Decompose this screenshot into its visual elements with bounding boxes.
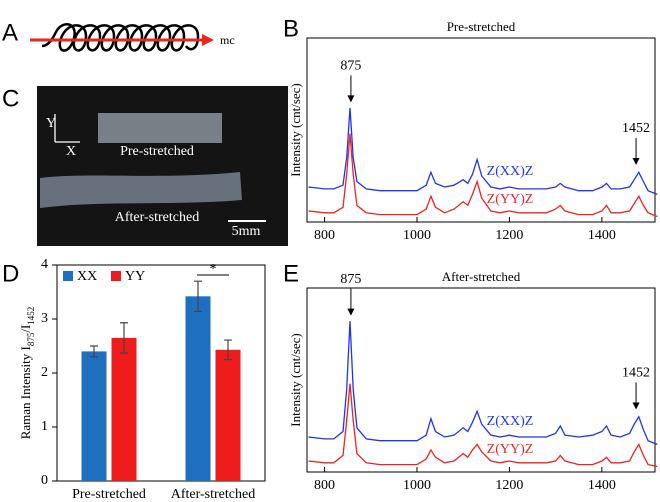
x-tick-label: 1400 xyxy=(588,478,616,493)
series-label: Z(XX)Z xyxy=(487,414,534,429)
y-axis-label-part: 875 xyxy=(26,332,36,346)
panel-label: E xyxy=(283,260,299,287)
panel-label: D xyxy=(2,260,19,287)
panel-label: A xyxy=(2,19,18,46)
x-tick-label: 800 xyxy=(314,478,335,493)
bar xyxy=(215,349,241,481)
y-tick-label: 4 xyxy=(41,257,48,272)
photo-text: After-stretched xyxy=(115,210,199,225)
photo xyxy=(37,86,288,246)
bar xyxy=(185,296,211,481)
significance-label: * xyxy=(210,262,217,277)
peak-arrowhead xyxy=(347,95,355,103)
x-tick-label: 1000 xyxy=(403,478,431,493)
peak-label: 875 xyxy=(340,59,361,74)
error-bar xyxy=(90,345,98,358)
plot-frame xyxy=(306,287,656,473)
schematic-label: mc xyxy=(220,33,235,47)
y-tick-label: 1 xyxy=(41,419,48,434)
film-strip xyxy=(98,113,222,143)
series-label: Z(YY)Z xyxy=(487,192,534,207)
photo-text: X xyxy=(66,144,76,159)
y-tick-label: 2 xyxy=(41,365,48,380)
photo-text: Pre-stretched xyxy=(120,144,194,159)
chart-title: Pre-stretched xyxy=(447,19,516,34)
y-tick-label: 0 xyxy=(41,473,48,488)
series-label: Z(XX)Z xyxy=(487,164,534,179)
error-bar xyxy=(224,339,232,361)
error-bar xyxy=(194,280,202,313)
x-tick-label: 1000 xyxy=(403,228,431,243)
photo-axes xyxy=(54,114,80,143)
film-strip xyxy=(40,172,242,208)
legend-swatch xyxy=(63,271,73,281)
chart-title: After-stretched xyxy=(442,269,521,284)
x-tick-label: 800 xyxy=(314,228,335,243)
peak-arrowhead xyxy=(632,157,640,165)
x-tick-label: After-stretched xyxy=(171,487,255,502)
x-tick-label: Pre-stretched xyxy=(72,487,146,502)
bar xyxy=(111,337,137,481)
peak-arrowhead xyxy=(347,308,355,316)
panel-label: B xyxy=(283,15,299,42)
bar xyxy=(81,351,107,481)
plot-frame xyxy=(306,37,656,223)
legend-label: YY xyxy=(125,269,145,284)
peak-label: 875 xyxy=(340,272,361,287)
peak-arrowhead xyxy=(632,402,640,410)
x-tick-label: 1200 xyxy=(495,228,523,243)
photo-text: 5mm xyxy=(232,224,261,239)
peak-label: 1452 xyxy=(622,366,650,381)
photo-text: Y xyxy=(46,116,56,131)
spectrum-line xyxy=(308,383,658,468)
y-axis-label-part: 1452 xyxy=(26,307,36,325)
error-bar xyxy=(120,322,128,354)
y-tick-label: 3 xyxy=(41,311,48,326)
x-tick-label: 1400 xyxy=(588,228,616,243)
x-tick-label: 1200 xyxy=(495,478,523,493)
y-axis-label: Raman Intensity I875/I1452 xyxy=(18,307,36,440)
spectrum-line xyxy=(308,133,658,218)
panel-label: C xyxy=(2,85,19,112)
y-axis-label: Intensity (cnt/sec) xyxy=(288,333,303,427)
series-label: Z(YY)Z xyxy=(487,442,534,457)
legend-swatch xyxy=(111,271,121,281)
y-axis-label-part: /I xyxy=(18,325,33,333)
y-axis-label-part: Raman Intensity I xyxy=(18,346,33,439)
legend-label: XX xyxy=(77,269,97,284)
spectrum-line xyxy=(308,321,658,446)
y-axis-label: Intensity (cnt/sec) xyxy=(288,83,303,177)
peak-label: 1452 xyxy=(622,121,650,136)
spectrum-line xyxy=(308,107,658,196)
coil-schematic xyxy=(30,23,214,52)
